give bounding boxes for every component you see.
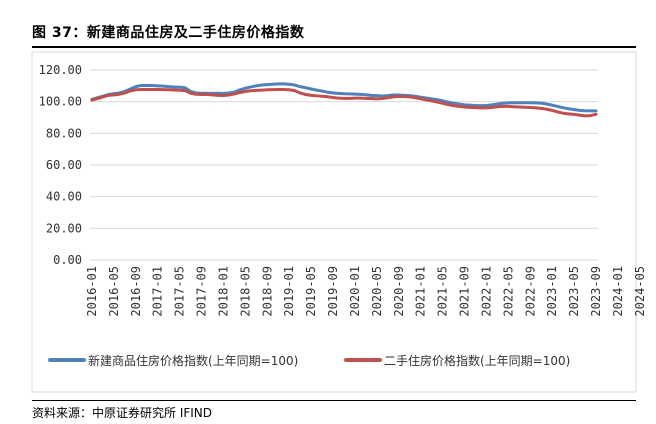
x-tick-label: 2023-05	[567, 266, 581, 317]
series-line-second-hand	[90, 87, 598, 118]
x-tick-label: 2021-09	[458, 266, 472, 317]
legend-label-new-housing: 新建商品住房价格指数(上年同期=100)	[88, 353, 298, 368]
x-tick-label: 2017-01	[151, 266, 165, 317]
x-tick-label: 2023-01	[545, 266, 559, 317]
x-tick-label: 2024-09	[655, 266, 656, 317]
y-tick-label: 40.00	[46, 190, 82, 204]
x-tick-label: 2024-05	[633, 266, 647, 317]
x-tick-label: 2019-09	[326, 266, 340, 317]
y-axis-tick-labels: 0.00 20.00 40.00 60.00 80.00 100.00 120.00	[39, 63, 82, 267]
series-lines	[90, 82, 598, 118]
series-line-new-housing	[90, 82, 598, 113]
x-tick-label: 2016-01	[85, 266, 99, 317]
x-tick-label: 2018-09	[260, 266, 274, 317]
legend: 新建商品住房价格指数(上年同期=100) 二手住房价格指数(上年同期=100)	[48, 353, 570, 368]
x-tick-label: 2020-09	[392, 266, 406, 317]
x-tick-label: 2018-05	[238, 266, 252, 317]
y-tick-label: 100.00	[39, 95, 82, 109]
x-tick-label: 2022-01	[479, 266, 493, 317]
x-axis-tick-labels: 2016-01 2016-05 2016-09 2017-01 2017-05 2017-…	[85, 266, 656, 317]
figure-title: 图 37：新建商品住房及二手住房价格指数	[32, 25, 305, 41]
y-tick-label: 80.00	[46, 126, 82, 140]
source-note: 资料来源：中原证券研究所 IFIND	[32, 406, 213, 420]
x-tick-label: 2024-01	[611, 266, 625, 317]
x-tick-label: 2016-09	[129, 266, 143, 317]
x-tick-label: 2018-01	[216, 266, 230, 317]
x-tick-label: 2016-05	[107, 266, 121, 317]
line-chart: 0.00 20.00 40.00 60.00 80.00 100.00 120.00 201…	[31, 51, 656, 393]
x-tick-label: 2020-01	[348, 266, 362, 317]
x-tick-label: 2019-01	[282, 266, 296, 317]
title-rule	[32, 46, 636, 48]
y-tick-label: 60.00	[46, 158, 82, 172]
x-tick-label: 2022-05	[501, 266, 515, 317]
y-tick-label: 120.00	[39, 63, 82, 77]
y-tick-label: 0.00	[53, 253, 82, 267]
y-tick-label: 20.00	[46, 221, 82, 235]
source-rule	[32, 400, 636, 401]
chart-border	[31, 51, 637, 393]
legend-label-second-hand: 二手住房价格指数(上年同期=100)	[384, 353, 570, 368]
x-tick-label: 2021-01	[414, 266, 428, 317]
x-tick-label: 2023-09	[589, 266, 603, 317]
gridlines	[90, 69, 598, 229]
x-tick-label: 2020-05	[370, 266, 384, 317]
x-tick-label: 2017-09	[195, 266, 209, 317]
x-tick-label: 2022-09	[523, 266, 537, 317]
x-tick-label: 2019-05	[304, 266, 318, 317]
x-tick-label: 2017-05	[173, 266, 187, 317]
x-tick-label: 2021-05	[436, 266, 450, 317]
